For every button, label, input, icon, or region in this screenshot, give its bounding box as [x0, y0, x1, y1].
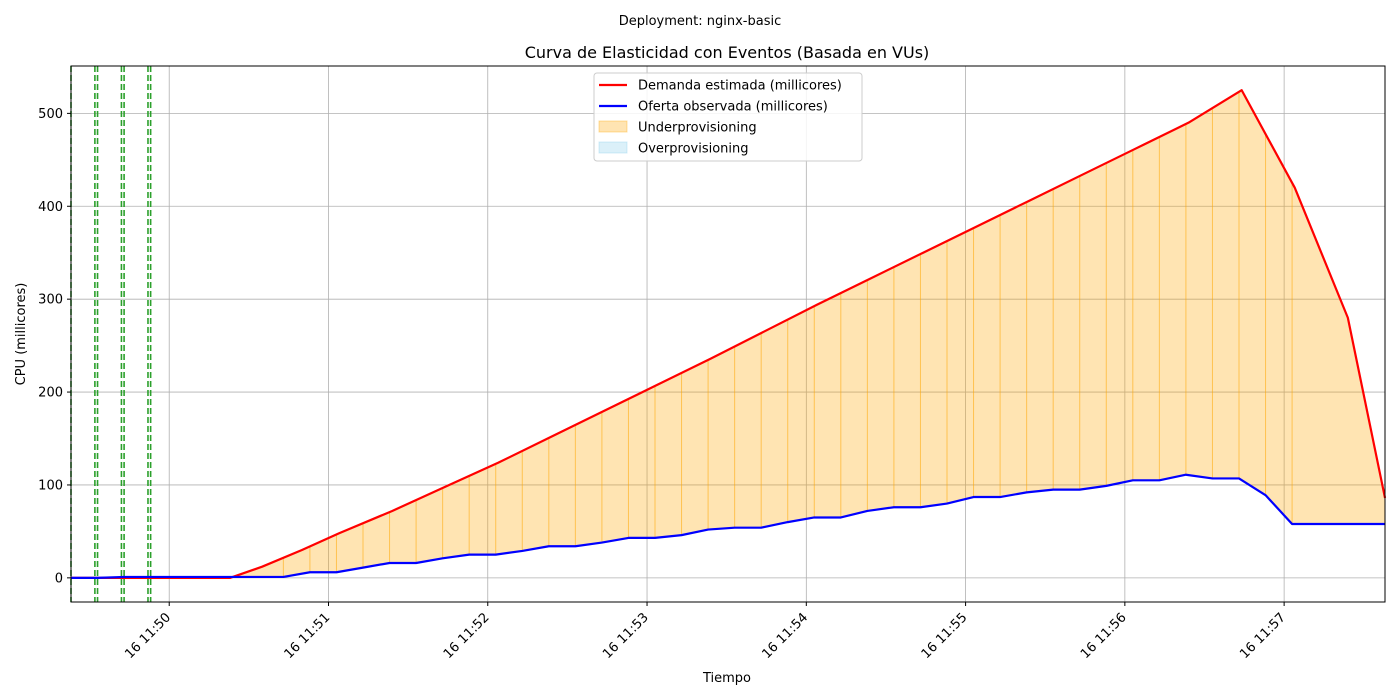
- underprovisioning-hatch: [282, 91, 1386, 577]
- series-lines: [71, 89, 1387, 579]
- chart-title: Curva de Elasticidad con Eventos (Basada…: [525, 43, 930, 62]
- x-tick-label: 16 11:50: [122, 610, 174, 662]
- legend: Demanda estimada (millicores) Oferta obse…: [593, 72, 863, 162]
- y-tick-label: 400: [38, 200, 63, 215]
- x-tick-label: 16 11:53: [600, 610, 652, 662]
- x-tick-label: 16 11:56: [1078, 610, 1130, 662]
- y-tick-label: 0: [55, 571, 63, 586]
- underprovisioning-fill: [71, 90, 1385, 578]
- demand-series-line: [71, 89, 1387, 579]
- y-tick-label: 100: [38, 478, 63, 493]
- plot-frame: [70, 65, 1386, 603]
- y-tick-label: 200: [38, 386, 63, 401]
- supply-series-line: [71, 473, 1385, 579]
- legend-swatch-patch: [598, 141, 628, 154]
- legend-box: [593, 72, 863, 162]
- x-tick-label: 16 11:57: [1237, 610, 1289, 662]
- y-tick-label: 300: [38, 293, 63, 308]
- x-tick-label: 16 11:54: [759, 610, 811, 662]
- x-tick-label: 16 11:51: [282, 610, 334, 662]
- underprovisioning-area: [71, 90, 1385, 578]
- y-tick-label: 500: [38, 107, 63, 122]
- legend-label: Demanda estimada (millicores): [638, 79, 842, 94]
- legend-label: Overprovisioning: [638, 142, 749, 157]
- y-axis-label: CPU (millicores): [14, 283, 29, 386]
- x-axis-label: Tiempo: [702, 671, 751, 686]
- legend-swatch-patch: [598, 120, 628, 133]
- legend-label: Oferta observada (millicores): [638, 100, 828, 115]
- y-axis-ticks: 0 100 200 300 400 500: [38, 107, 71, 586]
- legend-label: Underprovisioning: [638, 121, 757, 136]
- x-tick-label: 16 11:55: [919, 610, 971, 662]
- x-tick-label: 16 11:52: [441, 610, 493, 662]
- event-lines: [70, 66, 152, 602]
- x-axis-ticks: 16 11:50 16 11:51 16 11:52 16 11:53 16 11:54…: [122, 602, 1289, 662]
- chart-suptitle: Deployment: nginx-basic: [619, 14, 782, 29]
